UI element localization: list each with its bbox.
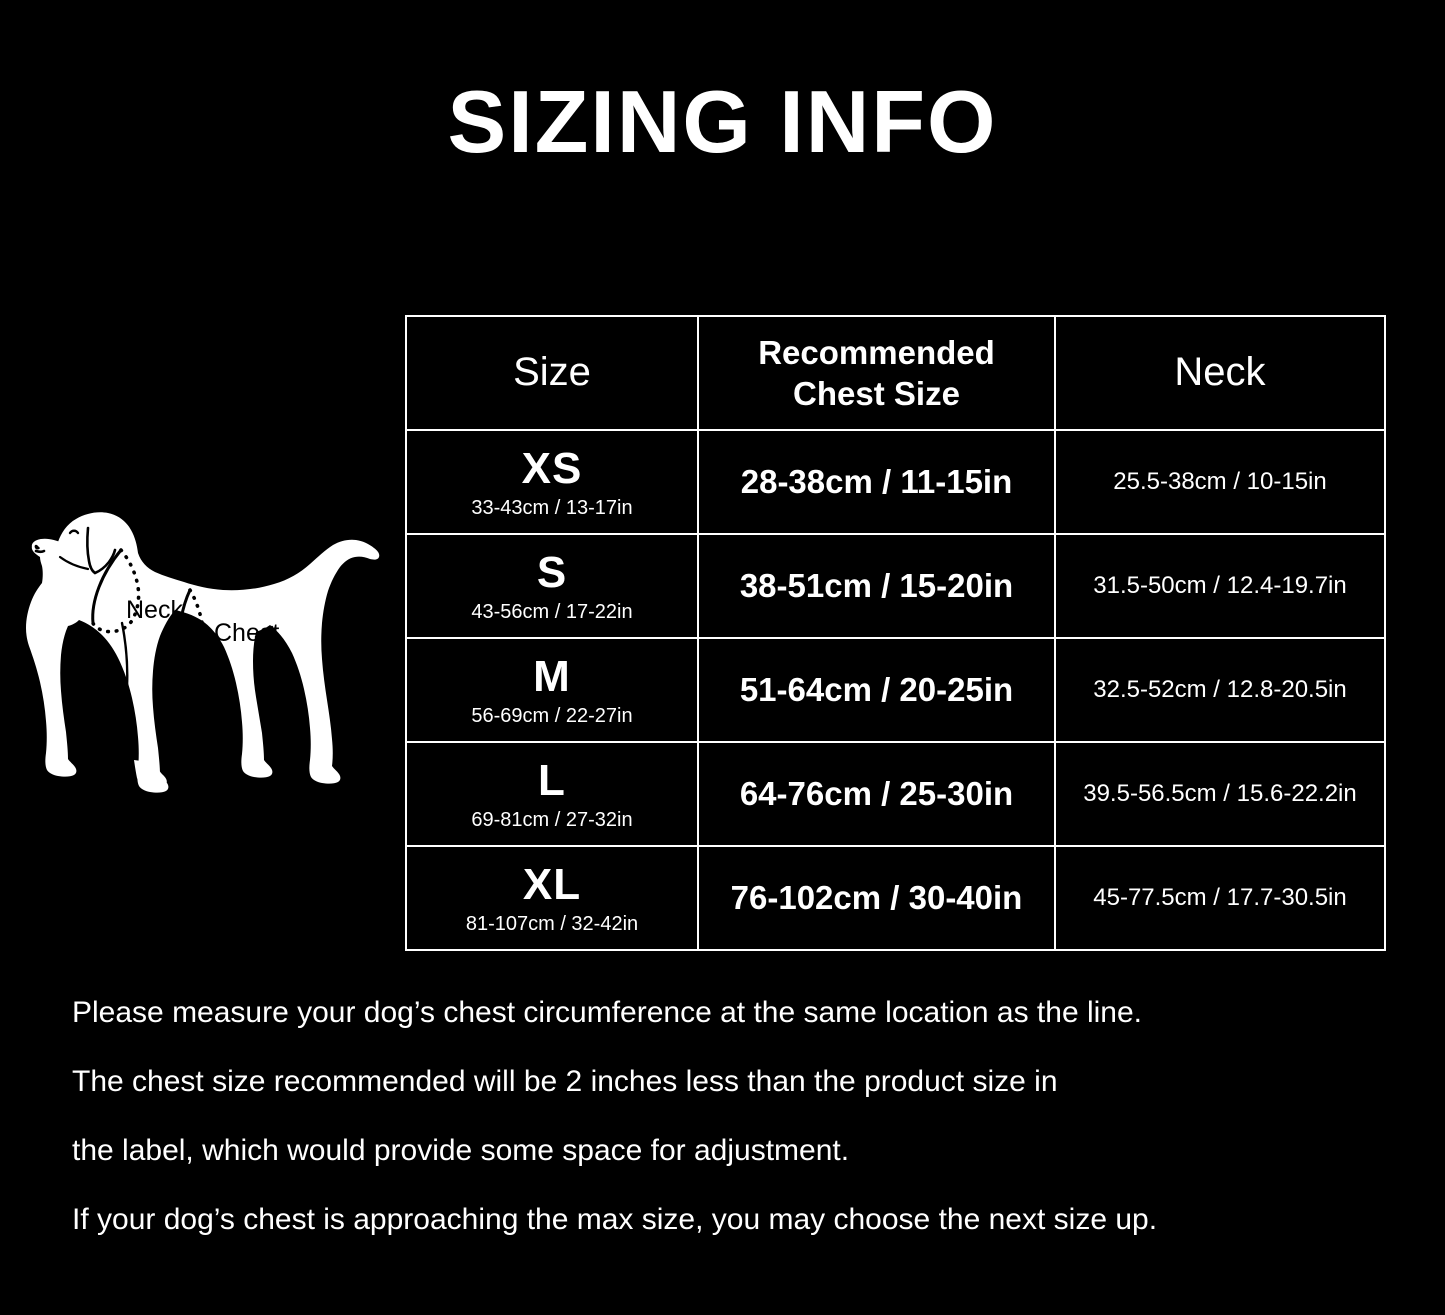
size-label: S — [536, 547, 568, 597]
cell-chest-m: 51-64cm / 20-25in — [697, 637, 1056, 743]
cell-size-m: M 56-69cm / 22-27in — [405, 637, 699, 743]
cell-neck-xl: 45-77.5cm / 17.7-30.5in — [1054, 845, 1386, 951]
note-line-3: the label, which would provide some spac… — [72, 1134, 850, 1167]
size-range: 56-69cm / 22-27in — [471, 704, 633, 727]
note-line-2: The chest size recommended will be 2 inc… — [72, 1065, 1058, 1098]
sizing-table: Size Recommended Chest Size Neck XS 33-4… — [405, 315, 1386, 951]
column-header-chest-line1: Recommended — [758, 333, 995, 371]
cell-size-l: L 69-81cm / 27-32in — [405, 741, 699, 847]
dog-silhouette-icon — [26, 512, 380, 793]
column-header-chest-line2: Chest Size — [793, 375, 960, 412]
size-range: 43-56cm / 17-22in — [471, 600, 633, 623]
dog-measurement-illustration: Neck Chest — [18, 495, 408, 825]
size-label: L — [538, 755, 566, 805]
column-header-recommended-chest-size: Recommended Chest Size — [697, 315, 1056, 431]
note-line-1: Please measure your dog’s chest circumfe… — [72, 996, 1143, 1029]
note-line-4: If your dog’s chest is approaching the m… — [72, 1203, 1158, 1236]
cell-size-xs: XS 33-43cm / 13-17in — [405, 429, 699, 535]
size-range: 81-107cm / 32-42in — [465, 912, 639, 935]
column-header-neck: Neck — [1054, 315, 1386, 431]
cell-chest-xl: 76-102cm / 30-40in — [697, 845, 1056, 951]
cell-neck-l: 39.5-56.5cm / 15.6-22.2in — [1054, 741, 1386, 847]
table-header-row: Size Recommended Chest Size Neck — [405, 315, 1386, 431]
cell-size-xl: XL 81-107cm / 32-42in — [405, 845, 699, 951]
cell-neck-m: 32.5-52cm / 12.8-20.5in — [1054, 637, 1386, 743]
table-row: L 69-81cm / 27-32in 64-76cm / 25-30in 39… — [405, 741, 1386, 847]
chest-label: Chest — [214, 619, 279, 647]
table-row: XS 33-43cm / 13-17in 28-38cm / 11-15in 2… — [405, 429, 1386, 535]
size-range: 69-81cm / 27-32in — [471, 808, 633, 831]
dog-body-contour-lines — [120, 621, 274, 747]
page-title: SIZING INFO — [447, 72, 998, 171]
table-row: S 43-56cm / 17-22in 38-51cm / 15-20in 31… — [405, 533, 1386, 639]
measurement-notes: Please measure your dog’s chest circumfe… — [72, 998, 1382, 1235]
cell-neck-s: 31.5-50cm / 12.4-19.7in — [1054, 533, 1386, 639]
neck-label: Neck — [126, 596, 183, 624]
cell-chest-s: 38-51cm / 15-20in — [697, 533, 1056, 639]
cell-size-s: S 43-56cm / 17-22in — [405, 533, 699, 639]
table-row: XL 81-107cm / 32-42in 76-102cm / 30-40in… — [405, 845, 1386, 951]
table-row: M 56-69cm / 22-27in 51-64cm / 20-25in 32… — [405, 637, 1386, 743]
size-label: XS — [521, 443, 583, 493]
chest-measurement-line — [177, 588, 206, 699]
column-header-size: Size — [405, 315, 699, 431]
cell-chest-xs: 28-38cm / 11-15in — [697, 429, 1056, 535]
size-label: M — [533, 651, 571, 701]
cell-chest-l: 64-76cm / 25-30in — [697, 741, 1056, 847]
cell-neck-xs: 25.5-38cm / 10-15in — [1054, 429, 1386, 535]
size-range: 33-43cm / 13-17in — [471, 496, 633, 519]
dog-face-details-icon — [34, 526, 117, 575]
neck-measurement-line — [91, 548, 141, 634]
size-label: XL — [522, 859, 582, 909]
